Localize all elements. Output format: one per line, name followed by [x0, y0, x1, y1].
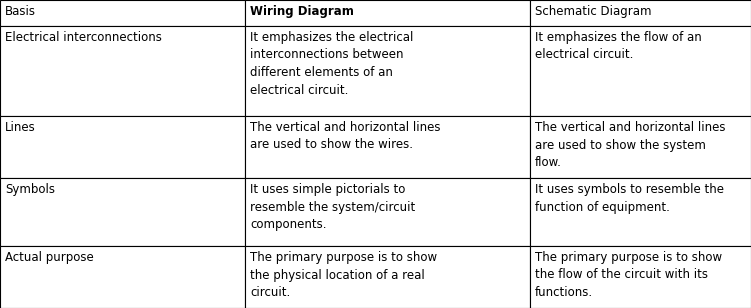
Text: The vertical and horizontal lines
are used to show the wires.: The vertical and horizontal lines are us… — [250, 121, 441, 152]
Text: Schematic Diagram: Schematic Diagram — [535, 5, 652, 18]
Text: It uses symbols to resemble the
function of equipment.: It uses symbols to resemble the function… — [535, 183, 724, 213]
Bar — [0, 0, 245, 26]
Text: Actual purpose: Actual purpose — [5, 251, 94, 264]
Bar — [245, 246, 530, 308]
Bar — [530, 178, 751, 246]
Bar — [0, 246, 245, 308]
Text: The vertical and horizontal lines
are used to show the system
flow.: The vertical and horizontal lines are us… — [535, 121, 725, 169]
Bar — [0, 178, 245, 246]
Text: It emphasizes the flow of an
electrical circuit.: It emphasizes the flow of an electrical … — [535, 31, 701, 62]
Bar — [245, 116, 530, 178]
Text: Lines: Lines — [5, 121, 36, 134]
Text: Electrical interconnections: Electrical interconnections — [5, 31, 162, 44]
Text: The primary purpose is to show
the physical location of a real
circuit.: The primary purpose is to show the physi… — [250, 251, 437, 299]
Text: The primary purpose is to show
the flow of the circuit with its
functions.: The primary purpose is to show the flow … — [535, 251, 722, 299]
Bar — [530, 116, 751, 178]
Bar — [245, 178, 530, 246]
Text: Wiring Diagram: Wiring Diagram — [250, 5, 354, 18]
Text: Basis: Basis — [5, 5, 36, 18]
Bar — [245, 0, 530, 26]
Bar — [0, 26, 245, 116]
Bar — [530, 246, 751, 308]
Bar — [530, 26, 751, 116]
Bar — [0, 116, 245, 178]
Text: Symbols: Symbols — [5, 183, 55, 196]
Bar — [530, 0, 751, 26]
Text: It uses simple pictorials to
resemble the system/circuit
components.: It uses simple pictorials to resemble th… — [250, 183, 415, 231]
Text: It emphasizes the electrical
interconnections between
different elements of an
e: It emphasizes the electrical interconnec… — [250, 31, 413, 96]
Bar — [245, 26, 530, 116]
